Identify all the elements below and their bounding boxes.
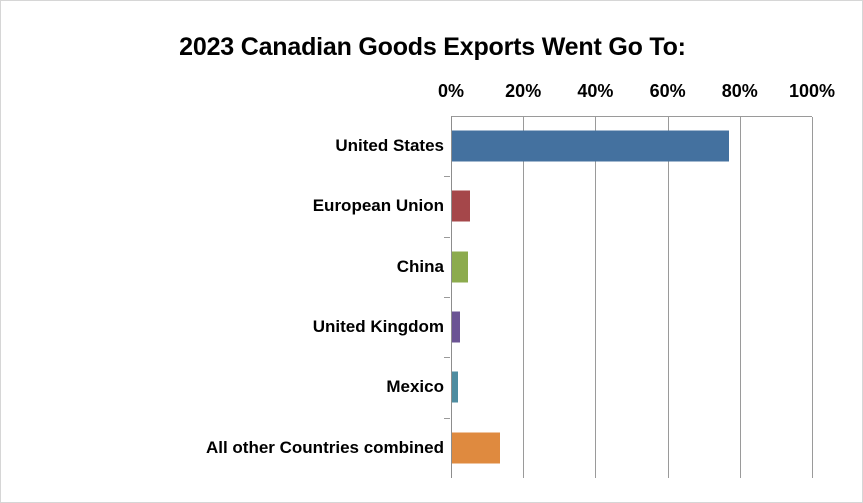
bar[interactable] xyxy=(452,311,460,343)
category-row: European Union xyxy=(1,176,444,236)
category-tick xyxy=(444,296,450,298)
bar[interactable] xyxy=(452,432,500,464)
bar-row xyxy=(452,418,812,478)
gridline xyxy=(667,117,669,478)
bar-row xyxy=(452,297,812,357)
x-tick-label: 20% xyxy=(505,81,542,101)
category-label: European Union xyxy=(312,196,444,216)
category-row: United States xyxy=(1,116,444,176)
category-label: All other Countries combined xyxy=(205,437,444,457)
bars-layer xyxy=(452,116,812,478)
gridline xyxy=(523,117,525,478)
category-label: United States xyxy=(335,136,444,156)
category-row: China xyxy=(1,237,444,297)
category-tick xyxy=(444,176,450,178)
plot-area xyxy=(451,116,813,478)
bar-row xyxy=(452,357,812,417)
category-tick xyxy=(444,236,450,238)
category-row: Mexico xyxy=(1,357,444,417)
x-tick-label: 100% xyxy=(788,81,836,101)
bar-row xyxy=(452,116,812,176)
category-tick xyxy=(444,357,450,359)
category-row: United Kingdom xyxy=(1,297,444,357)
x-tick-label: 40% xyxy=(577,81,614,101)
bar-row xyxy=(452,176,812,236)
x-tick-label: 60% xyxy=(649,81,686,101)
bar-row xyxy=(452,237,812,297)
gridline xyxy=(812,117,813,478)
gridline xyxy=(739,117,741,478)
category-label: China xyxy=(396,256,444,276)
category-row: All other Countries combined xyxy=(1,418,444,478)
category-axis-labels: United States European Union China United K… xyxy=(1,116,450,478)
bar[interactable] xyxy=(452,130,730,162)
category-label: Mexico xyxy=(386,377,444,397)
bar[interactable] xyxy=(452,251,468,283)
x-tick-label: 80% xyxy=(721,81,758,101)
category-tick xyxy=(444,417,450,419)
bar[interactable] xyxy=(452,371,458,403)
category-label: United Kingdom xyxy=(312,317,444,337)
bar[interactable] xyxy=(452,190,471,222)
gridline xyxy=(595,117,597,478)
chart-title: 2023 Canadian Goods Exports Went Go To: xyxy=(179,33,686,61)
x-axis-tick-labels: 0% 20% 40% 60% 80% 100% xyxy=(438,81,835,105)
x-tick-label: 0% xyxy=(437,81,465,101)
